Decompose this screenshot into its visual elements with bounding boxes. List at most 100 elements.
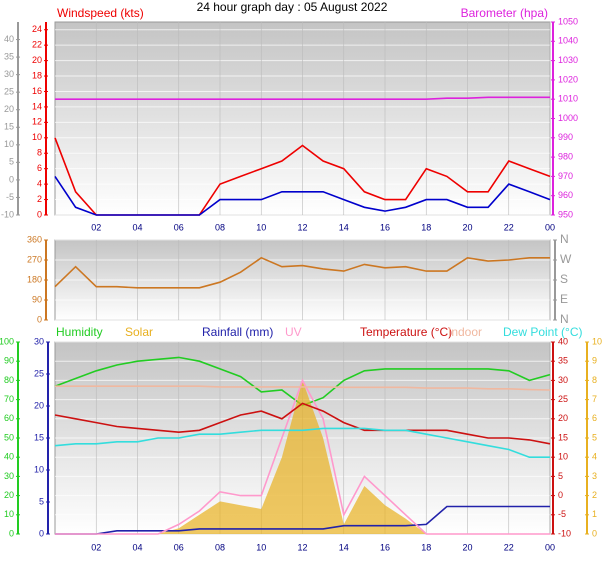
x-tick-label: 14 <box>339 222 349 232</box>
y-tick-label: 6 <box>37 163 42 173</box>
y2-tick-label: 25 <box>558 394 568 404</box>
y2-tick-label: N <box>560 312 569 326</box>
x-tick-label: 04 <box>132 222 142 232</box>
y-tick-label: 14 <box>32 101 42 111</box>
line <box>55 96 550 100</box>
y4-tick-label: 9 <box>592 356 597 366</box>
y4-tick-label: 10 <box>592 336 602 346</box>
y3-tick-label: 25 <box>34 368 44 378</box>
page-title: 24 hour graph day : 05 August 2022 <box>197 0 388 14</box>
x-tick-label: 00 <box>545 542 555 552</box>
y4-tick-label: 0 <box>592 528 597 538</box>
y2-tick-label: S <box>560 272 568 286</box>
x-tick-label: 22 <box>504 222 514 232</box>
y-tick-label: 0 <box>37 314 42 324</box>
y2-tick-label: 15 <box>558 432 568 442</box>
y3-tick-label: 5 <box>9 157 14 167</box>
y3-tick-label: 30 <box>34 336 44 346</box>
legend-entry: UV <box>285 325 302 339</box>
x-tick-label: 02 <box>91 222 101 232</box>
y-tick-label: 4 <box>37 178 42 188</box>
x-tick-label: 02 <box>91 542 101 552</box>
area <box>55 380 550 534</box>
y3-tick-label: 20 <box>34 400 44 410</box>
y3-tick-label: 0 <box>39 528 44 538</box>
y3-tick-label: 35 <box>4 51 14 61</box>
y2-tick-label: 0 <box>558 490 563 500</box>
x-tick-label: 16 <box>380 542 390 552</box>
x-tick-label: 16 <box>380 222 390 232</box>
y-tick-label: 100 <box>0 336 14 346</box>
y3-tick-label: -10 <box>1 209 14 219</box>
y2-tick-label: 1020 <box>558 74 578 84</box>
y2-tick-label: N <box>560 232 569 246</box>
legend-entry: Indoor <box>448 325 482 339</box>
y2-tick-label: 1030 <box>558 55 578 65</box>
y-tick-label: 180 <box>27 274 42 284</box>
y4-tick-label: 6 <box>592 413 597 423</box>
y-tick-label: 30 <box>4 471 14 481</box>
y2-tick-label: 980 <box>558 151 573 161</box>
y-tick-label: 60 <box>4 413 14 423</box>
y-tick-label: 90 <box>4 356 14 366</box>
y3-tick-label: 5 <box>39 496 44 506</box>
y3-tick-label: 15 <box>4 122 14 132</box>
y-tick-label: 10 <box>4 509 14 519</box>
y2-tick-label: 970 <box>558 171 573 181</box>
y2-tick-label: 5 <box>558 471 563 481</box>
y-tick-label: 270 <box>27 254 42 264</box>
y2-tick-label: 990 <box>558 132 573 142</box>
y-tick-label: 70 <box>4 394 14 404</box>
y4-tick-label: 5 <box>592 432 597 442</box>
legend-entry: Humidity <box>56 325 103 339</box>
y4-tick-label: 3 <box>592 471 597 481</box>
y2-tick-label: 950 <box>558 209 573 219</box>
legend-entry: Solar <box>125 325 153 339</box>
y-tick-label: 0 <box>37 209 42 219</box>
x-tick-label: 08 <box>215 542 225 552</box>
y-tick-label: 20 <box>4 490 14 500</box>
y2-tick-label: E <box>560 292 568 306</box>
x-tick-label: 12 <box>297 222 307 232</box>
y3-tick-label: -5 <box>6 192 14 202</box>
x-tick-label: 22 <box>504 542 514 552</box>
y-tick-label: 10 <box>32 132 42 142</box>
y2-tick-label: 1040 <box>558 36 578 46</box>
y2-tick-label: 10 <box>558 452 568 462</box>
y3-tick-label: 10 <box>34 464 44 474</box>
y-tick-label: 0 <box>9 528 14 538</box>
y-tick-label: 50 <box>4 432 14 442</box>
y2-tick-label: 20 <box>558 413 568 423</box>
x-tick-label: 10 <box>256 542 266 552</box>
line <box>55 378 550 535</box>
legend-entry: Windspeed (kts) <box>57 6 144 20</box>
y3-tick-label: 10 <box>4 139 14 149</box>
x-tick-label: 18 <box>421 542 431 552</box>
y2-tick-label: 35 <box>558 356 568 366</box>
y3-tick-label: 40 <box>4 34 14 44</box>
x-tick-label: 06 <box>174 222 184 232</box>
y-tick-label: 16 <box>32 86 42 96</box>
y-tick-label: 80 <box>4 375 14 385</box>
legend-entry: Rainfall (mm) <box>202 325 273 339</box>
x-tick-label: 12 <box>297 542 307 552</box>
y-tick-label: 24 <box>32 24 42 34</box>
line <box>55 385 551 391</box>
legend-entry: Temperature (°C) <box>360 325 452 339</box>
y4-tick-label: 1 <box>592 509 597 519</box>
y2-tick-label: -10 <box>558 528 571 538</box>
y3-tick-label: 20 <box>4 104 14 114</box>
line <box>55 505 550 535</box>
legend-entry: Barometer (hpa) <box>461 6 548 20</box>
x-tick-label: 20 <box>462 222 472 232</box>
x-tick-label: 08 <box>215 222 225 232</box>
x-tick-label: 06 <box>174 542 184 552</box>
line <box>54 427 550 458</box>
y-tick-label: 8 <box>37 148 42 158</box>
line <box>54 402 551 445</box>
y3-tick-label: 15 <box>34 432 44 442</box>
y2-tick-label: 1000 <box>558 113 578 123</box>
x-tick-label: 10 <box>256 222 266 232</box>
x-tick-label: 20 <box>462 542 472 552</box>
